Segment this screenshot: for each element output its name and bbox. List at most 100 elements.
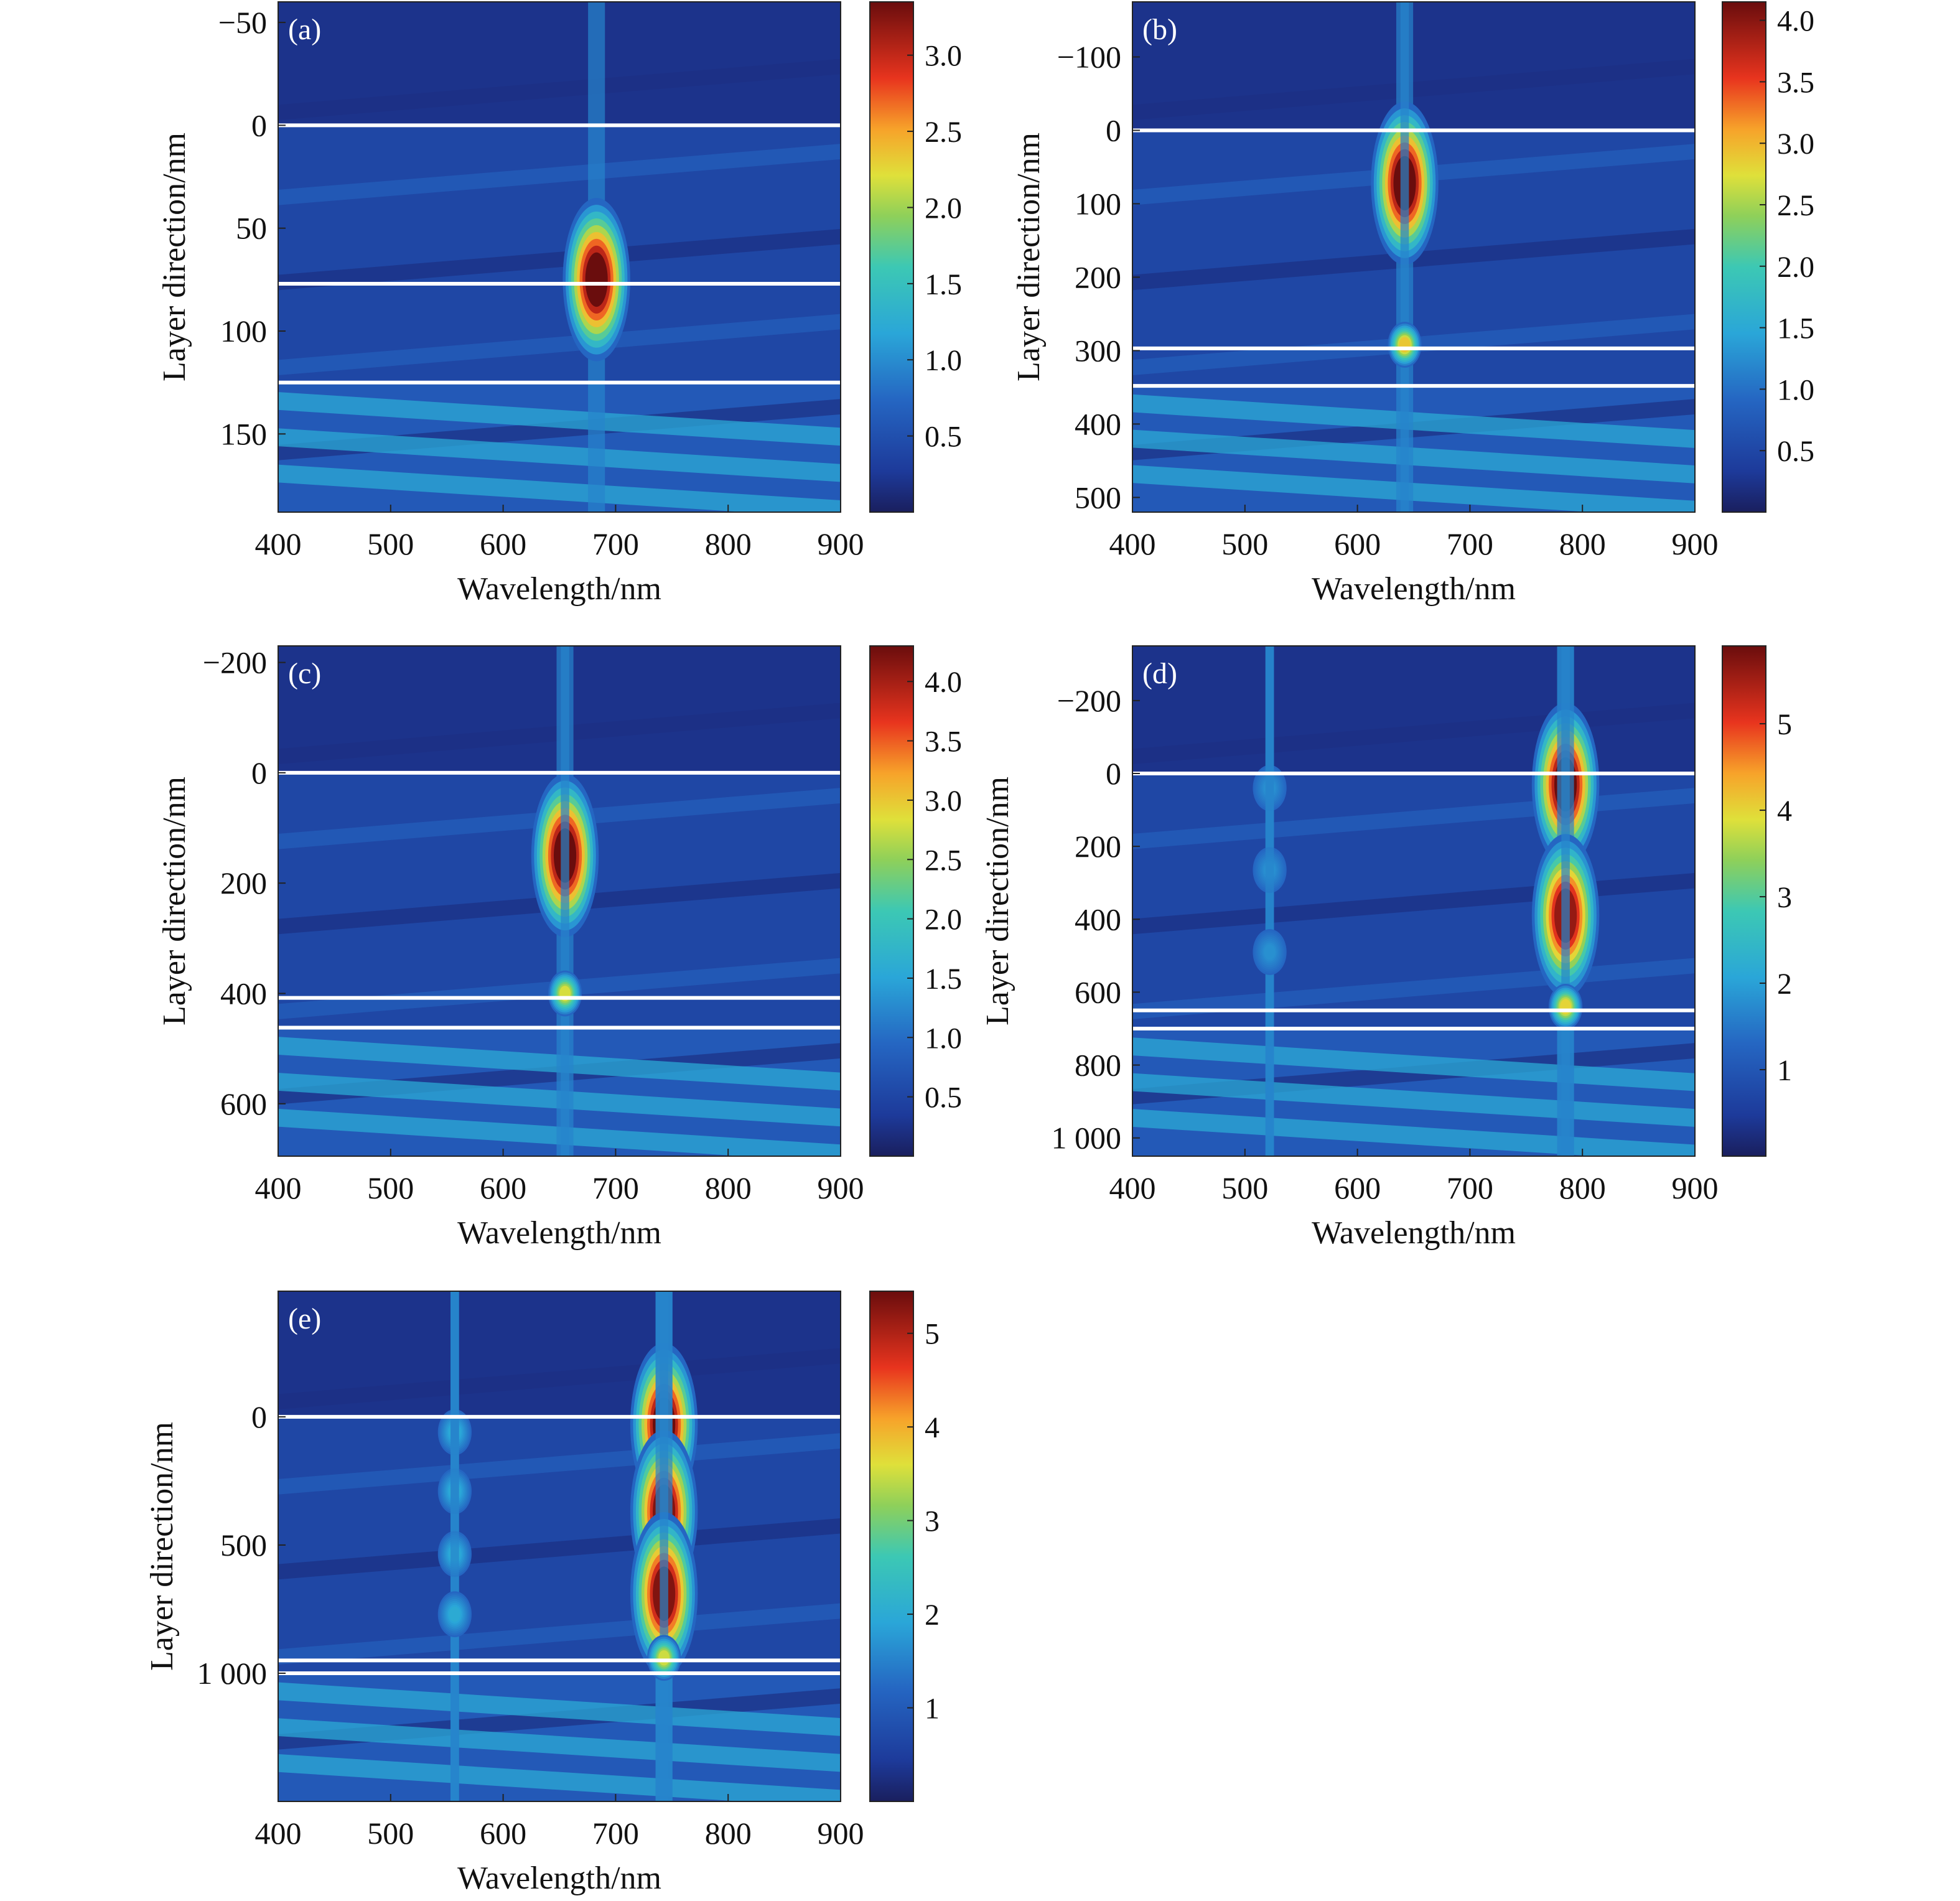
modal-band [1132, 958, 1695, 1019]
x-tick-label: 900 [818, 1170, 864, 1205]
x-tick-label: 600 [1334, 526, 1381, 561]
x-tick-label: 700 [1447, 526, 1493, 561]
modal-band [278, 1348, 841, 1409]
panel-b: (b) 400 500 600 700 800 900 −100 0 100 200 300 400 50… [1011, 1, 1814, 607]
y-tick-label: 0 [251, 755, 267, 790]
x-tick-label: 400 [1109, 1170, 1156, 1205]
heatmap-field [278, 2, 841, 512]
x-tick-label: 700 [592, 1816, 639, 1851]
x-tick-label: 400 [255, 1816, 302, 1851]
substrate-band [1132, 394, 1695, 448]
y-tick-label: −200 [203, 645, 267, 680]
panel-c: (c) 400 500 600 700 800 900 −200 0 200 400 600 Wavel… [157, 645, 962, 1251]
colorbar-gradient [869, 1291, 914, 1802]
x-axis-title: Wavelength/nm [457, 571, 661, 607]
colorbar-tick-label: 1.5 [1777, 312, 1814, 345]
colorbar-tick-label: 2 [925, 1599, 940, 1632]
x-tick-label: 600 [480, 1170, 526, 1205]
colorbar: 0.5 1.0 1.5 2.0 2.5 3.0 [869, 1, 962, 513]
colorbar-tick-label: 1.5 [925, 963, 962, 996]
colorbar-tick-label: 1.5 [925, 268, 962, 301]
colorbar-tick-label: 2 [1777, 968, 1792, 1001]
resonance-streak [660, 1291, 668, 1801]
panel-d: (d) 400 500 600 700 800 900 −200 0 200 400 600 800 1 … [980, 645, 1792, 1251]
x-axis-title: Wavelength/nm [1312, 1215, 1516, 1251]
colorbar-tick-label: 4.0 [925, 666, 962, 699]
x-tick-label: 500 [367, 1816, 414, 1851]
y-tick-label: 400 [1075, 406, 1121, 441]
heatmap-field [1132, 2, 1695, 512]
hotspot-contour [658, 1650, 670, 1666]
resonance-streak [1400, 2, 1409, 512]
y-tick-label: 400 [220, 976, 267, 1011]
resonance-streak [450, 1291, 459, 1801]
x-tick-label: 900 [818, 1816, 864, 1851]
modal-band [278, 314, 841, 375]
colorbar-gradient [869, 645, 914, 1157]
x-tick-label: 500 [367, 526, 414, 561]
colorbar-tick-label: 3 [925, 1505, 940, 1538]
colorbar-tick-label: 1.0 [1777, 373, 1814, 406]
x-tick-label: 500 [367, 1170, 414, 1205]
modal-band [278, 58, 841, 120]
substrate-band [278, 428, 841, 482]
colorbar-tick-label: 2.0 [925, 904, 962, 936]
x-axis-title: Wavelength/nm [1312, 571, 1516, 607]
modal-band [1132, 58, 1695, 120]
colorbar-tick-label: 4.0 [1777, 5, 1814, 38]
colorbar-tick-label: 2.5 [925, 116, 962, 149]
x-tick-label: 700 [592, 526, 639, 561]
colorbar-tick-label: 0.5 [925, 1081, 962, 1114]
colorbar: 0.5 1.0 1.5 2.0 2.5 3.0 3.5 4.0 [869, 645, 962, 1157]
substrate-band [278, 464, 841, 512]
substrate-band [278, 1682, 841, 1736]
x-tick-label: 500 [1221, 1170, 1268, 1205]
y-tick-label: −200 [1057, 683, 1121, 718]
colorbar-tick-label: 1 [1777, 1054, 1792, 1087]
colorbar-gradient [1722, 1, 1766, 513]
y-axis-title: Layer direction/nm [144, 1422, 180, 1671]
x-tick-label: 900 [1672, 1170, 1719, 1205]
panel-e: (e) 400 500 600 700 800 900 0 500 1 000 Wavelength… [144, 1291, 940, 1896]
hotspot-contour [449, 1606, 460, 1622]
x-tick-label: 800 [1559, 1170, 1606, 1205]
heatmap-field [278, 646, 841, 1156]
heatmap-field [1132, 646, 1695, 1156]
modal-band [278, 1433, 841, 1495]
colorbar-tick-label: 2.0 [1777, 251, 1814, 284]
y-tick-label: 1 000 [1052, 1121, 1122, 1156]
x-tick-label: 600 [480, 1816, 526, 1851]
colorbar: 0.5 1.0 1.5 2.0 2.5 3.0 3.5 4.0 [1722, 1, 1814, 513]
substrate-band [1132, 429, 1695, 483]
colorbar-tick-label: 3 [1777, 881, 1792, 914]
x-axis-title: Wavelength/nm [457, 1215, 661, 1251]
colorbar-tick-label: 3.5 [925, 726, 962, 759]
x-tick-label: 400 [1109, 526, 1156, 561]
x-tick-label: 800 [1559, 526, 1606, 561]
modal-band [1132, 788, 1695, 849]
substrate-band [1132, 1073, 1695, 1127]
colorbar-tick-label: 2.5 [1777, 189, 1814, 222]
hotspot-contour [1264, 944, 1276, 960]
substrate-band [278, 1718, 841, 1772]
y-axis-title: Layer direction/nm [157, 133, 192, 381]
substrate-band [1132, 465, 1695, 512]
colorbar-tick-label: 0.5 [925, 421, 962, 454]
y-tick-label: 1 000 [197, 1656, 268, 1691]
y-tick-label: 0 [251, 1399, 267, 1434]
x-tick-label: 800 [705, 526, 752, 561]
modal-band [1132, 872, 1695, 935]
colorbar: 1 2 3 4 5 [869, 1291, 940, 1802]
y-tick-label: 150 [220, 416, 267, 451]
colorbar-tick-label: 3.5 [1777, 66, 1814, 99]
resonance-streak [561, 646, 569, 1156]
y-tick-label: 400 [1075, 902, 1121, 936]
resonance-streak [1265, 646, 1274, 1156]
y-tick-label: 100 [220, 314, 267, 348]
colorbar: 1 2 3 4 5 [1722, 645, 1792, 1157]
y-axis-title: Layer direction/nm [157, 777, 192, 1025]
modal-band [1132, 703, 1695, 764]
colorbar-tick-label: 2.0 [925, 192, 962, 225]
colorbar-gradient [1722, 645, 1766, 1157]
